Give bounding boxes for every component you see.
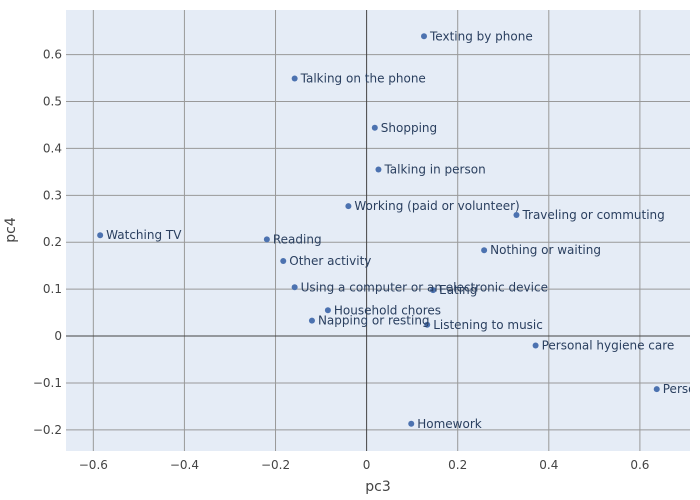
y-axis-ticks: −0.2 −0.1 0 0.1 0.2 0.3 0.4 0.5 0.6 (33, 48, 62, 437)
point-label: Working (paid or volunteer) (354, 199, 519, 213)
y-tick-label: 0.6 (43, 48, 62, 62)
data-point[interactable] (513, 212, 520, 219)
x-tick-label: 0.6 (630, 458, 649, 472)
point-label: Personal hygiene care (542, 338, 675, 352)
y-tick-label: −0.1 (33, 376, 62, 390)
y-tick-label: −0.2 (33, 423, 62, 437)
y-tick-label: 0.2 (43, 235, 62, 249)
point-label: Household chores (334, 303, 441, 317)
data-point[interactable] (430, 287, 437, 294)
data-point[interactable] (291, 75, 298, 82)
grid-lines (66, 10, 690, 451)
point-label: Traveling or commuting (521, 208, 664, 222)
x-tick-label: 0 (363, 458, 371, 472)
data-point[interactable] (653, 386, 660, 393)
point-label: Shopping (381, 121, 437, 135)
data-point[interactable] (263, 236, 270, 243)
y-tick-label: 0.3 (43, 188, 62, 202)
point-label: Personal care (663, 382, 700, 396)
point-label: Texting by phone (429, 29, 533, 43)
data-point[interactable] (345, 203, 352, 210)
data-point[interactable] (280, 257, 287, 264)
data-point[interactable] (308, 317, 315, 324)
data-point[interactable] (375, 166, 382, 173)
zero-lines (66, 10, 690, 451)
data-point[interactable] (408, 420, 415, 427)
point-label: Napping or resting (318, 314, 430, 328)
y-tick-label: 0.5 (43, 94, 62, 108)
data-point[interactable] (324, 307, 331, 314)
point-labels: Texting by phone Talking on the phone Shop… (106, 29, 700, 431)
point-label: Watching TV (106, 228, 182, 242)
data-point[interactable] (371, 124, 378, 131)
x-tick-label: −0.4 (170, 458, 199, 472)
data-point[interactable] (291, 284, 298, 291)
data-point[interactable] (421, 33, 428, 40)
x-axis-ticks: −0.6 −0.4 −0.2 0 0.2 0.4 0.6 (79, 458, 650, 472)
x-tick-label: 0.2 (448, 458, 467, 472)
data-point[interactable] (532, 342, 539, 349)
y-tick-label: 0 (54, 329, 62, 343)
plot-background (66, 10, 690, 451)
y-tick-label: 0.4 (43, 141, 62, 155)
point-label: Eating (439, 283, 477, 297)
data-point[interactable] (481, 247, 488, 254)
point-label: Using a computer or an electronic device (301, 280, 548, 294)
point-label: Listening to music (433, 318, 543, 332)
data-points (97, 33, 660, 427)
x-axis-title: pc3 (365, 479, 391, 495)
point-label: Nothing or waiting (490, 243, 601, 257)
y-axis-title: pc4 (3, 217, 19, 243)
x-tick-label: −0.6 (79, 458, 108, 472)
data-point[interactable] (97, 232, 104, 239)
point-label: Reading (273, 232, 322, 246)
point-label: Talking on the phone (300, 71, 426, 85)
x-tick-label: −0.2 (261, 458, 290, 472)
point-label: Talking in person (383, 163, 485, 177)
point-label: Homework (417, 417, 482, 431)
point-label: Other activity (289, 254, 371, 268)
y-tick-label: 0.1 (43, 282, 62, 296)
data-point[interactable] (424, 321, 431, 328)
x-tick-label: 0.4 (539, 458, 558, 472)
